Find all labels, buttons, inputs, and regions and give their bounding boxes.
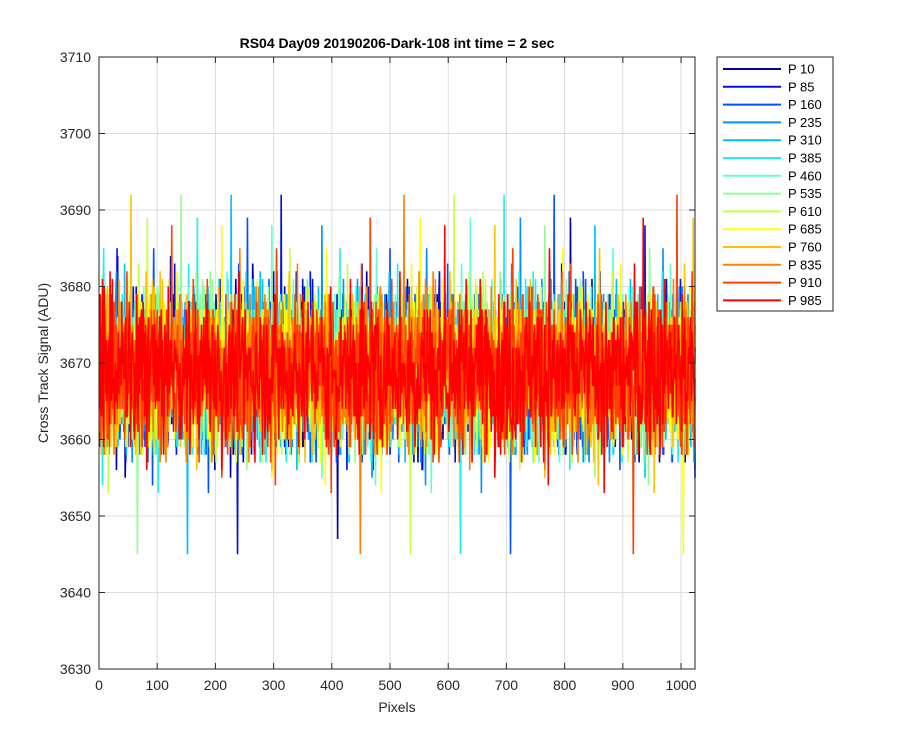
x-tick-label: 200: [204, 677, 228, 693]
legend: P 10 P 85 P 160 P 235 P 310 P 385 P 460 P 535 P …: [716, 56, 834, 312]
legend-label: P 385: [788, 151, 822, 166]
tick-layer: 0 100 200 300 400 500 600 700 800 900 1000 3630 3640…: [60, 49, 697, 693]
chart-title: RS04 Day09 20190206-Dark-108 int time = …: [240, 35, 555, 51]
x-tick-label: 100: [146, 677, 170, 693]
legend-box: [716, 56, 834, 312]
legend-label: P 310: [788, 133, 822, 148]
y-tick-label: 3690: [60, 202, 91, 218]
legend-items: P 10 P 85 P 160 P 235 P 310 P 385 P 460 P 535 P …: [723, 62, 822, 308]
y-tick-label: 3710: [60, 49, 91, 65]
series-line-p-985: [98, 217, 696, 494]
x-tick-label: 0: [95, 677, 103, 693]
y-axis-label: Cross Track Signal (ADU): [35, 283, 51, 443]
y-tick-label: 3660: [60, 432, 91, 448]
legend-label: P 610: [788, 204, 822, 219]
legend-label: P 985: [788, 293, 822, 308]
y-tick-label: 3650: [60, 508, 91, 524]
x-tick-label: 300: [262, 677, 286, 693]
x-tick-label: 900: [611, 677, 635, 693]
y-tick-label: 3640: [60, 585, 91, 601]
legend-label: P 685: [788, 222, 822, 237]
x-tick-label: 700: [495, 677, 519, 693]
x-tick-label: 400: [320, 677, 344, 693]
y-tick-label: 3680: [60, 279, 91, 295]
x-tick-label: 1000: [665, 677, 696, 693]
y-tick-label: 3630: [60, 661, 91, 677]
x-tick-label: 600: [437, 677, 461, 693]
legend-label: P 460: [788, 168, 822, 183]
legend-label: P 160: [788, 97, 822, 112]
x-tick-label: 800: [553, 677, 577, 693]
legend-label: P 535: [788, 186, 822, 201]
y-tick-label: 3700: [60, 126, 91, 142]
x-axis-label: Pixels: [378, 699, 415, 715]
x-tick-label: 500: [378, 677, 402, 693]
legend-label: P 910: [788, 275, 822, 290]
legend-label: P 760: [788, 240, 822, 255]
legend-label: P 235: [788, 115, 822, 130]
y-tick-label: 3670: [60, 355, 91, 371]
legend-label: P 85: [788, 79, 815, 94]
legend-label: P 835: [788, 257, 822, 272]
series-layer: [98, 194, 696, 555]
legend-label: P 10: [788, 62, 815, 77]
plot-area: 0 100 200 300 400 500 600 700 800 900 1000 3630 3640…: [60, 49, 697, 693]
